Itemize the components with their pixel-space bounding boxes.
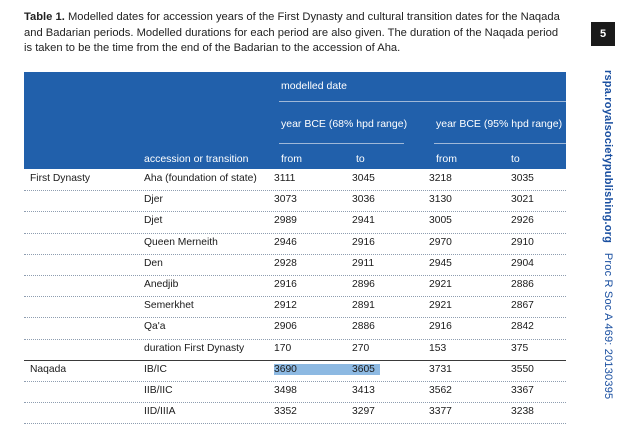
- table-row: IID/IIIA 3352 3297 3377 3238: [24, 403, 566, 424]
- table-body: First Dynasty Aha (foundation of state) …: [24, 170, 566, 424]
- from-68-cell: 2906: [274, 321, 297, 333]
- from-68-cell: 170: [274, 342, 292, 354]
- header-from-95: from: [436, 153, 457, 165]
- row-label: Anedjib: [144, 278, 179, 290]
- to-68-cell: 3413: [352, 384, 375, 396]
- table-row: Anedjib 2916 2896 2921 2886: [24, 276, 566, 298]
- row-label: Den: [144, 257, 163, 269]
- from-68-cell-highlighted[interactable]: 3690: [274, 363, 352, 375]
- table-row: Qa'a 2906 2886 2916 2842: [24, 318, 566, 340]
- from-68-cell: 2912: [274, 300, 297, 312]
- from-68-cell: 3498: [274, 384, 297, 396]
- to-68-cell: 2886: [352, 321, 375, 333]
- from-68-cell: 2989: [274, 215, 297, 227]
- row-label: Djer: [144, 194, 163, 206]
- to-95-cell: 3550: [511, 363, 534, 375]
- from-95-cell: 153: [429, 342, 447, 354]
- journal-sidebar: rspa.royalsocietypublishing.org Proc R S…: [592, 70, 614, 410]
- to-95-cell: 3035: [511, 173, 534, 184]
- row-group: First Dynasty: [30, 173, 91, 184]
- to-68-cell: 270: [352, 342, 370, 354]
- header-from-68: from: [281, 153, 302, 165]
- header-rule-95: [434, 143, 566, 144]
- header-to-95: to: [511, 153, 520, 165]
- from-95-cell: 3005: [429, 215, 452, 227]
- header-range-68: year BCE (68% hpd range): [281, 118, 408, 130]
- caption-text: Modelled dates for accession years of th…: [24, 11, 560, 54]
- from-95-cell: 2921: [429, 300, 452, 312]
- journal-citation: Proc R Soc A 469: 20130395: [602, 252, 614, 400]
- row-label: Aha (foundation of state): [144, 173, 257, 184]
- table-row-duration: duration First Dynasty 170 270 153 375: [24, 340, 566, 361]
- header-accession-label: accession or transition: [144, 153, 249, 165]
- row-label: Djet: [144, 215, 163, 227]
- table-row: First Dynasty Aha (foundation of state) …: [24, 170, 566, 192]
- to-95-cell: 2904: [511, 257, 534, 269]
- to-68-cell: 2896: [352, 278, 375, 290]
- to-68-cell: 2911: [352, 257, 375, 269]
- from-68-cell: 3073: [274, 194, 297, 206]
- header-modelled-date: modelled date: [281, 80, 347, 92]
- from-95-cell: 3731: [429, 363, 452, 375]
- from-68-cell: 2916: [274, 278, 297, 290]
- from-95-cell: 3130: [429, 194, 452, 206]
- page-number: 5: [591, 22, 615, 46]
- header-to-68: to: [356, 153, 365, 165]
- to-95-cell: 2842: [511, 321, 534, 333]
- to-68-cell: 2891: [352, 300, 375, 312]
- to-95-cell: 3367: [511, 384, 534, 396]
- from-68-cell: 2928: [274, 257, 297, 269]
- from-95-cell: 3218: [429, 173, 452, 184]
- to-68-cell: 3045: [352, 173, 375, 184]
- to-68-cell: 2916: [352, 236, 375, 248]
- from-68-cell: 3111: [274, 173, 296, 184]
- table-row: Naqada IB/IC 3690 3605 3731 3550: [24, 361, 566, 382]
- to-68-cell-highlighted[interactable]: 3605: [352, 363, 380, 375]
- to-95-cell: 375: [511, 342, 529, 354]
- to-95-cell: 3021: [511, 194, 534, 206]
- row-label: duration First Dynasty: [144, 342, 245, 354]
- table-row: Den 2928 2911 2945 2904: [24, 255, 566, 276]
- from-95-cell: 2921: [429, 278, 452, 290]
- row-label: Semerkhet: [144, 300, 194, 312]
- to-95-cell: 2910: [511, 236, 534, 248]
- from-95-cell: 2945: [429, 257, 452, 269]
- row-label: Queen Merneith: [144, 236, 218, 248]
- table-row: Djer 3073 3036 3130 3021: [24, 191, 566, 213]
- row-label: IB/IC: [144, 363, 167, 375]
- to-68-cell: 3036: [352, 194, 375, 206]
- table-header: modelled date year BCE (68% hpd range) y…: [24, 72, 566, 169]
- caption-label: Table 1.: [24, 11, 65, 23]
- header-rule-top: [279, 101, 566, 102]
- row-label: IIB/IIC: [144, 384, 173, 396]
- from-95-cell: 2916: [429, 321, 452, 333]
- header-range-95: year BCE (95% hpd range): [436, 118, 563, 130]
- table-row: Semerkhet 2912 2891 2921 2867: [24, 297, 566, 319]
- from-68-cell: 2946: [274, 236, 297, 248]
- row-group: Naqada: [30, 363, 67, 375]
- header-rule-68: [279, 143, 404, 144]
- from-95-cell: 3562: [429, 384, 452, 396]
- table-row: Djet 2989 2941 3005 2926: [24, 212, 566, 234]
- journal-url[interactable]: rspa.royalsocietypublishing.org: [602, 70, 614, 244]
- row-label: Qa'a: [144, 321, 166, 333]
- to-95-cell: 2926: [511, 215, 534, 227]
- to-95-cell: 2886: [511, 278, 534, 290]
- table-row: Queen Merneith 2946 2916 2970 2910: [24, 234, 566, 255]
- table-row: IIB/IIC 3498 3413 3562 3367: [24, 382, 566, 404]
- table-caption: Table 1. Modelled dates for accession ye…: [24, 10, 564, 57]
- to-68-cell: 2941: [352, 215, 375, 227]
- to-95-cell: 2867: [511, 300, 534, 312]
- from-95-cell: 2970: [429, 236, 452, 248]
